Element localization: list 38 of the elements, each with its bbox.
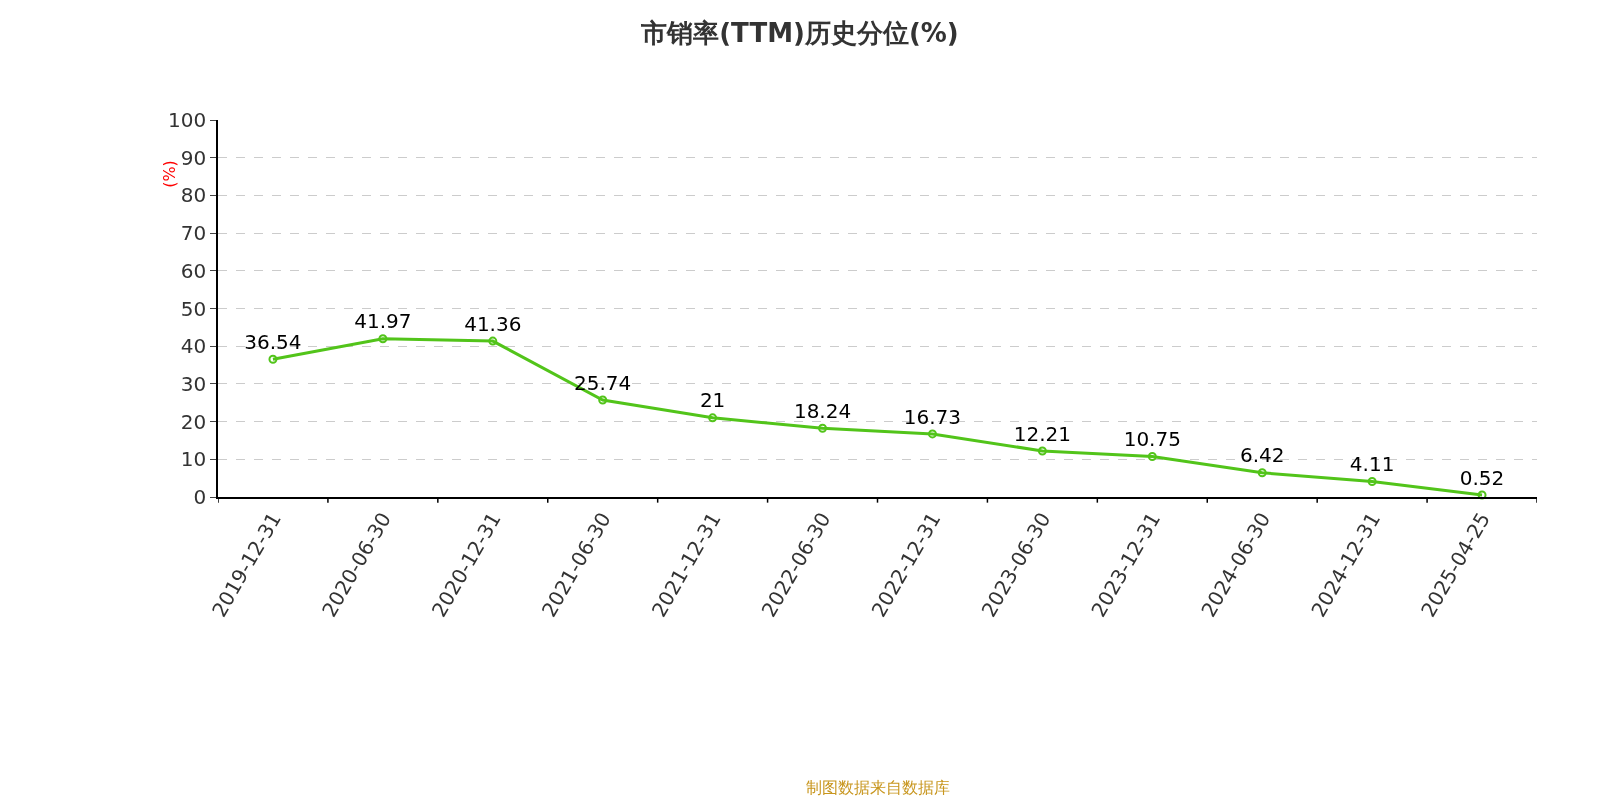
y-tick-label: 70 [180, 221, 207, 246]
point [1037, 446, 1047, 456]
point [708, 413, 718, 423]
data-label: 0.52 [1459, 465, 1505, 490]
y-tick-label: 80 [180, 183, 207, 208]
point [268, 354, 278, 364]
data-label: 21 [699, 388, 726, 413]
y-tick-label: 50 [180, 296, 207, 321]
point [1367, 477, 1377, 487]
data-label: 36.54 [244, 329, 302, 354]
data-label: 10.75 [1123, 427, 1181, 452]
point [488, 336, 498, 346]
y-tick-label: 20 [180, 409, 207, 434]
point [818, 423, 828, 433]
text: 制图数据来自数据库 [806, 778, 950, 797]
y-tick-label: 30 [180, 371, 207, 396]
point [1477, 490, 1487, 500]
point [1147, 451, 1157, 461]
chart-title: 市销率(TTM)历史分位(%) [640, 18, 959, 49]
data-label: 12.21 [1013, 421, 1072, 446]
data-label: 25.74 [574, 370, 632, 395]
point [598, 395, 608, 405]
data-label: 6.42 [1239, 443, 1285, 468]
y-tick-label: 100 [168, 108, 207, 132]
point [378, 334, 388, 344]
y-tick-label: 60 [180, 258, 207, 283]
data-label: 4.11 [1349, 452, 1395, 477]
y-tick-label: 0 [193, 485, 207, 509]
point [1257, 468, 1267, 478]
y-tick-label: 10 [180, 447, 207, 472]
data-label: 41.36 [464, 311, 522, 336]
data-label: 16.73 [903, 404, 962, 429]
data-label: 41.97 [354, 309, 412, 334]
data-label: 18.24 [793, 398, 852, 423]
point [927, 429, 937, 439]
y-axis-title: (%) [160, 160, 180, 188]
y-tick-label: 40 [180, 334, 207, 359]
y-tick-label: 90 [180, 145, 207, 170]
